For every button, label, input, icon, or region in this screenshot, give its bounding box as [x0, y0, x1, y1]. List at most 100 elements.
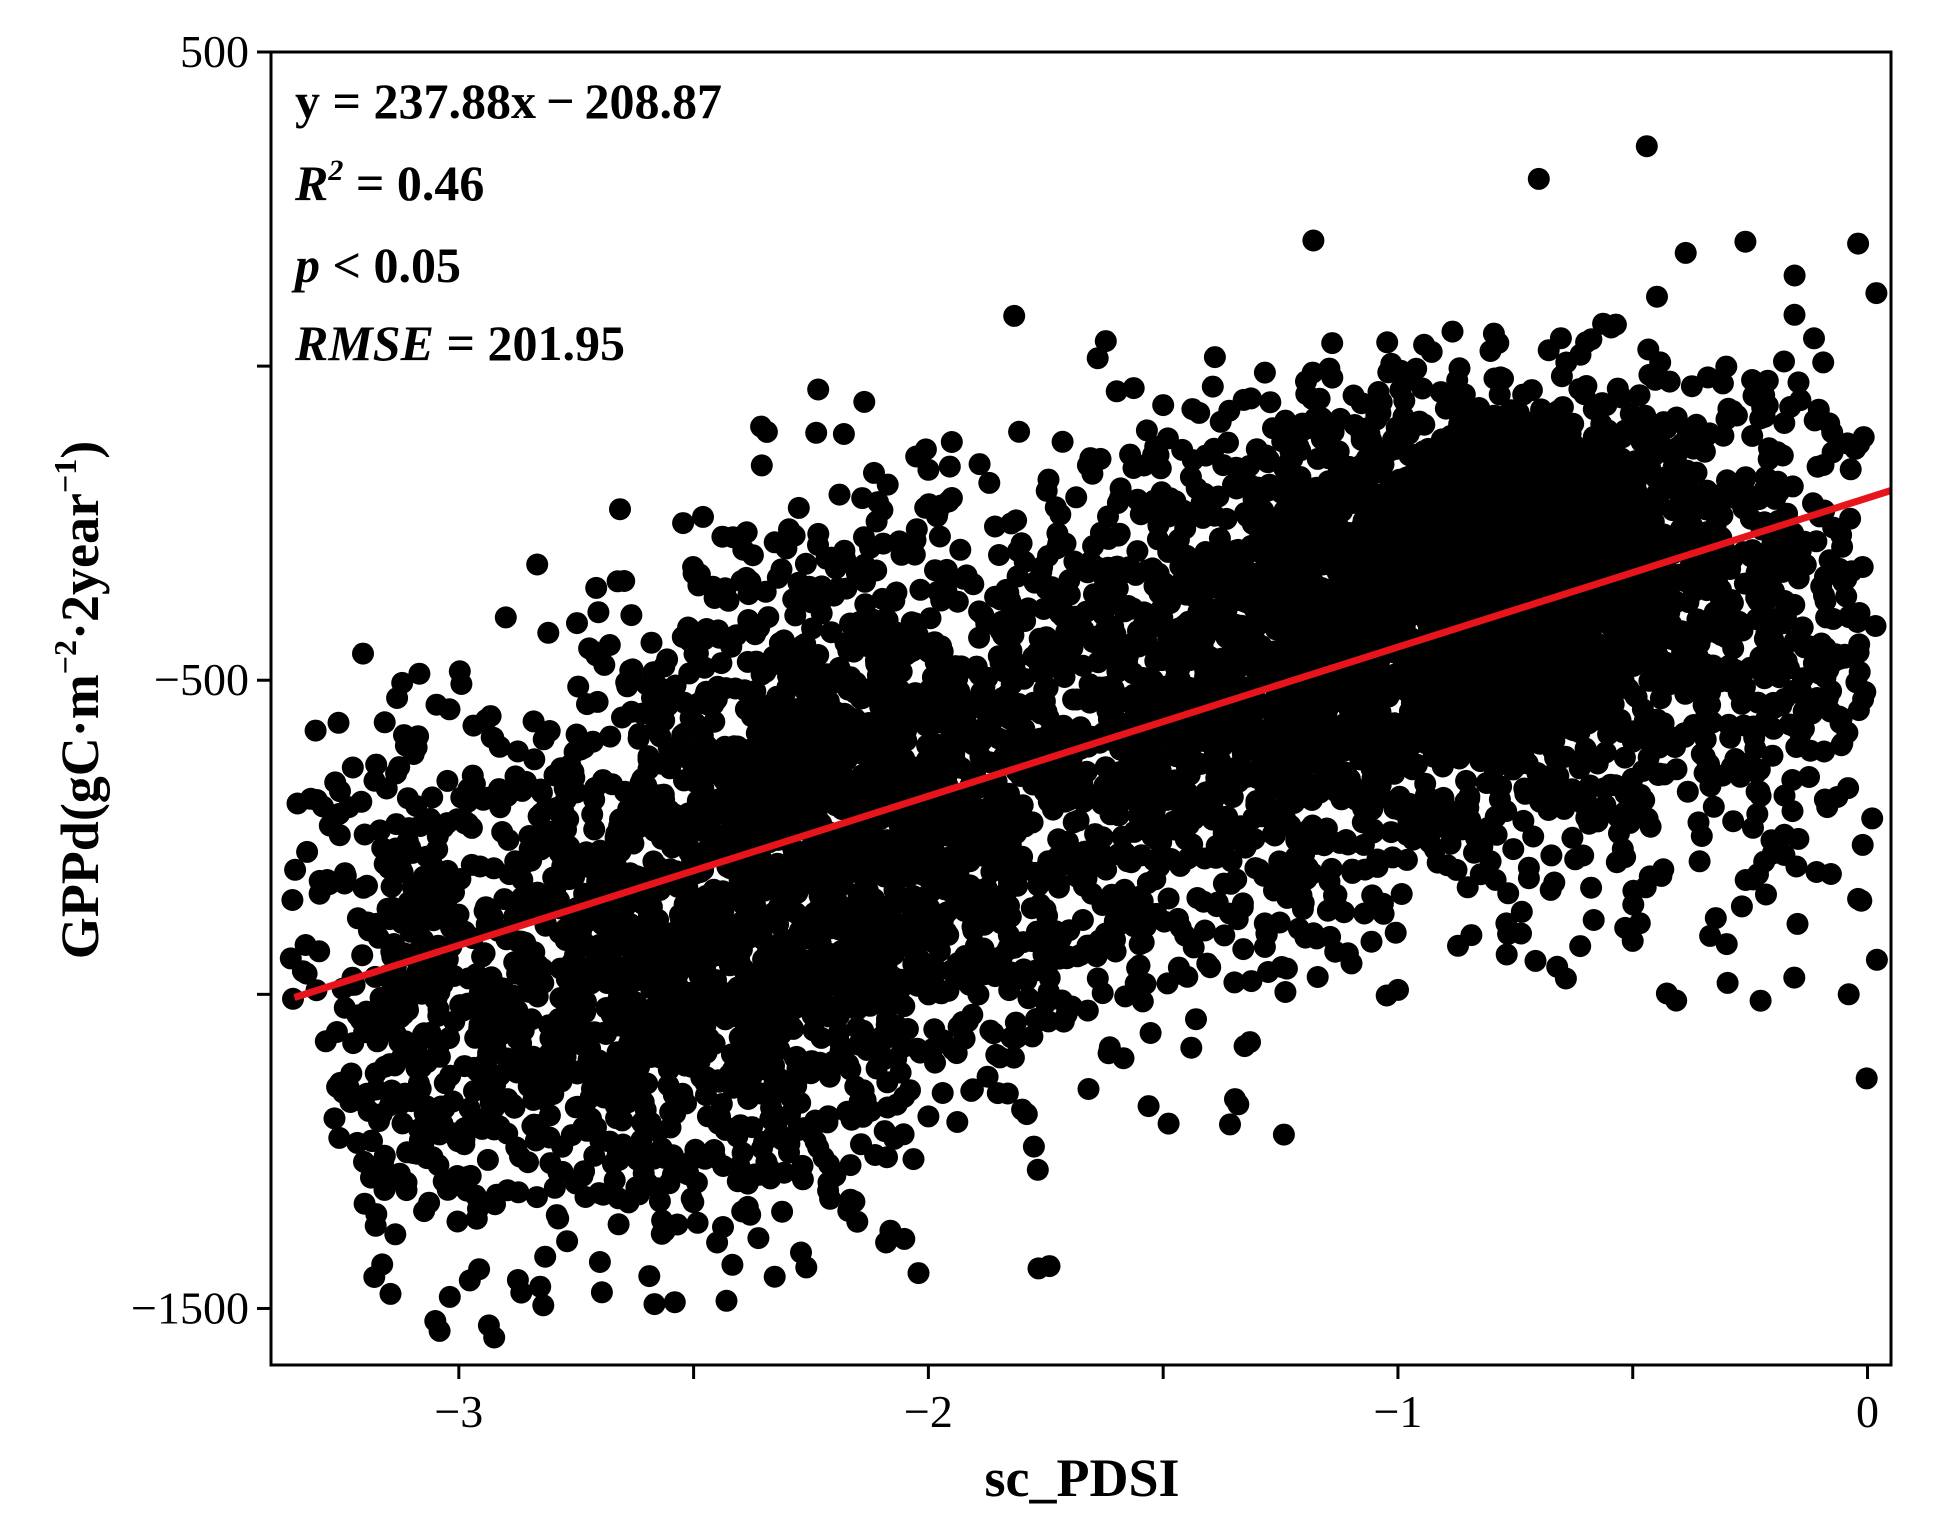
scatter-point [1680, 375, 1703, 398]
scatter-point [1071, 909, 1094, 931]
scatter-point [1497, 581, 1520, 603]
scatter-point [1520, 379, 1543, 402]
scatter-point [1310, 427, 1333, 450]
scatter-point [1460, 924, 1483, 947]
scatter-point [1208, 527, 1231, 550]
scatter-point [1212, 454, 1235, 477]
scatter-point [1350, 429, 1373, 451]
scatter-point [1673, 722, 1696, 745]
scatter-point [1564, 848, 1587, 871]
scatter-point [1773, 412, 1796, 434]
scatter-point [1281, 592, 1304, 615]
scatter-point [1773, 350, 1795, 373]
scatter-point [1763, 697, 1786, 719]
scatter-point [1781, 769, 1804, 791]
scatter-point [1367, 758, 1390, 781]
scatter-point [640, 631, 663, 654]
scatter-point [1360, 781, 1383, 804]
scatter-point [992, 660, 1015, 683]
scatter-point [1741, 424, 1764, 447]
scatter-point [1663, 665, 1686, 688]
scatter-point [1455, 644, 1478, 667]
scatter-point [1646, 285, 1668, 308]
scatter-point [1722, 637, 1745, 660]
scatter-point [1773, 823, 1796, 846]
scatter-point [526, 553, 549, 576]
scatter-point [1546, 716, 1568, 739]
scatter-point [1097, 556, 1120, 579]
scatter-point [1196, 578, 1219, 601]
scatter-point [744, 623, 767, 646]
scatter-point [1798, 635, 1821, 658]
scatter-point [1658, 370, 1681, 393]
scatter-point [1003, 304, 1026, 327]
scatter-point [1293, 576, 1316, 599]
scatter-point [1674, 682, 1697, 705]
scatter-point [755, 420, 778, 443]
scatter-point [1225, 868, 1248, 891]
scatter-point [1649, 687, 1672, 710]
scatter-point [1594, 741, 1617, 764]
scatter-point [1690, 825, 1713, 847]
scatter-point [1000, 512, 1023, 535]
scatter-point [1464, 534, 1487, 557]
scatter-point [1741, 369, 1764, 391]
scatter-point [1116, 645, 1139, 668]
scatter-point [1492, 367, 1514, 390]
scatter-point [1443, 480, 1466, 503]
scatter-point [1026, 1158, 1049, 1181]
scatter-point [1122, 597, 1144, 620]
scatter-point [1485, 823, 1508, 846]
scatter-point [1419, 686, 1441, 709]
scatter-point [889, 1061, 912, 1084]
scatter-point [1258, 543, 1281, 566]
scatter-point [1828, 557, 1851, 580]
scatter-point [1560, 672, 1583, 695]
scatter-point [1381, 501, 1404, 524]
scatter-point [1469, 863, 1492, 886]
scatter-point [1553, 638, 1576, 661]
scatter-point [1272, 621, 1295, 644]
scatter-point [1037, 1010, 1060, 1033]
scatter-point [1527, 608, 1550, 631]
scatter-point [1742, 715, 1765, 738]
points-layer [279, 135, 1888, 1349]
scatter-point [972, 604, 995, 627]
scatter-point [730, 570, 753, 592]
scatter-point [1833, 646, 1856, 669]
scatter-point [1830, 707, 1853, 729]
scatter-point [1794, 553, 1817, 576]
scatter-point [1106, 686, 1129, 709]
scatter-point [1722, 810, 1745, 833]
scatter-point [1650, 864, 1673, 887]
scatter-point [1507, 615, 1530, 638]
scatter-point [691, 724, 714, 747]
scatter-point [1812, 351, 1835, 374]
scatter-point [906, 623, 929, 646]
scatter-point [1063, 550, 1086, 573]
scatter-point [1279, 440, 1302, 463]
scatter-point [1411, 377, 1434, 400]
scatter-point [1848, 433, 1871, 455]
scatter-point [1757, 448, 1780, 471]
scatter-point [621, 658, 644, 681]
scatter-point [1035, 479, 1058, 502]
scatter-point [1822, 516, 1845, 539]
scatter-point [968, 626, 991, 649]
scatter-point [828, 483, 851, 506]
scatter-point [1561, 826, 1584, 849]
scatter-point [1791, 616, 1814, 639]
scatter-point [1753, 478, 1776, 501]
scatter-point [1682, 437, 1705, 460]
scatter-point [1613, 518, 1636, 541]
scatter-point [1327, 440, 1350, 463]
scatter-point [1008, 420, 1031, 443]
scatter-point [721, 1253, 744, 1276]
scatter-point [1717, 397, 1740, 420]
scatter-point [1135, 419, 1158, 442]
scatter-point [1694, 493, 1717, 516]
scatter-point [1258, 449, 1281, 472]
scatter-point [1222, 545, 1244, 568]
scatter-point [1530, 398, 1553, 421]
